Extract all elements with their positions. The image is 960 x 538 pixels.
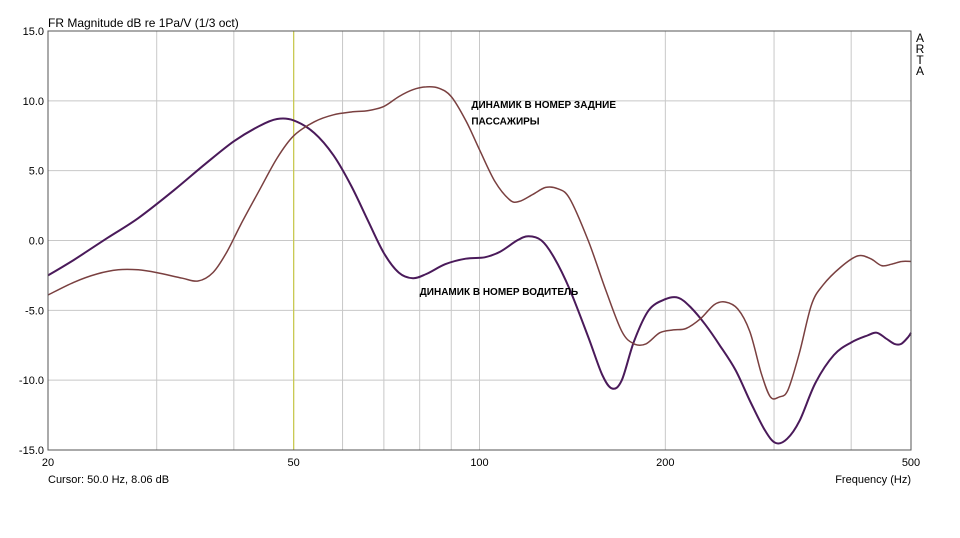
- x-tick-label: 20: [42, 457, 54, 469]
- brand-letter: R: [916, 42, 925, 56]
- y-tick-label: -15.0: [19, 445, 44, 457]
- y-tick-label: -5.0: [25, 305, 44, 317]
- x-tick-label: 200: [656, 457, 674, 469]
- y-tick-label: 15.0: [23, 26, 44, 38]
- brand-letter: A: [916, 64, 924, 78]
- annotation-label: ДИНАМИК В НОМЕР ЗАДНИЕ: [471, 100, 616, 111]
- plot-frame: [47, 30, 912, 451]
- annotation-label: ДИНАМИК В НОМЕР ВОДИТЕЛЬ: [420, 287, 579, 298]
- y-tick-label: 5.0: [29, 166, 44, 178]
- y-tick-label: 0.0: [29, 236, 44, 248]
- x-axis-ticks: 20 50 100 200 500: [42, 457, 920, 469]
- brand-letter: A: [916, 31, 924, 45]
- x-tick-label: 50: [288, 457, 300, 469]
- chart-title: FR Magnitude dB re 1Pa/V (1/3 oct): [48, 16, 239, 30]
- brand-letter: T: [916, 53, 924, 67]
- series-layer: [47, 86, 912, 445]
- series-line-1: [47, 117, 912, 445]
- y-tick-label: 10.0: [23, 96, 44, 108]
- annotations: ДИНАМИК В НОМЕР ЗАДНИЕ ПАССАЖИРЫ ДИНАМИК В…: [420, 100, 617, 298]
- y-tick-label: -10.0: [19, 375, 44, 387]
- x-tick-label: 500: [902, 457, 920, 469]
- x-tick-label: 100: [470, 457, 488, 469]
- y-axis-ticks: 15.0 10.0 5.0 0.0 -5.0 -10.0 -15.0: [19, 26, 44, 457]
- x-axis-label: Frequency (Hz): [835, 474, 911, 486]
- cursor-readout: Cursor: 50.0 Hz, 8.06 dB: [48, 474, 169, 486]
- annotation-label: ПАССАЖИРЫ: [471, 117, 539, 128]
- series-line-2: [47, 86, 912, 400]
